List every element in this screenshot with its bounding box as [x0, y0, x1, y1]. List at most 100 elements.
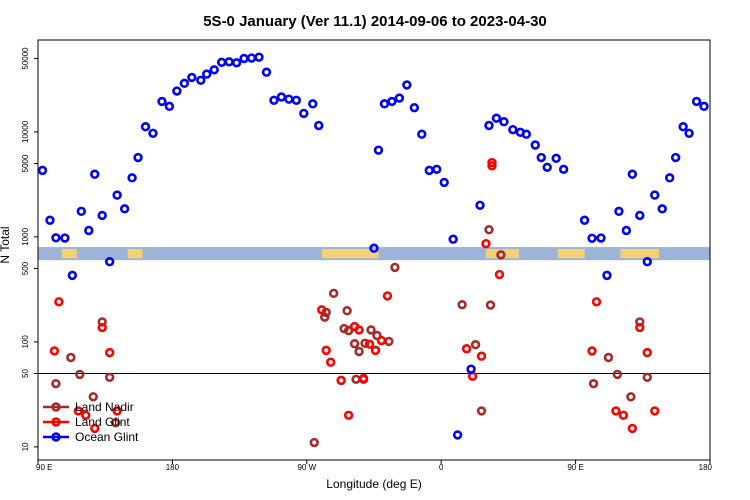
chart-title: 5S-0 January (Ver 11.1) 2014-09-06 to 20… — [203, 13, 547, 30]
data-point — [84, 225, 94, 236]
data-point — [317, 305, 327, 315]
data-point — [664, 173, 675, 183]
data-point — [112, 406, 122, 416]
data-point — [409, 102, 420, 113]
data-point — [261, 67, 272, 77]
data-point — [536, 152, 546, 163]
data-point — [542, 162, 552, 172]
data-point — [148, 128, 158, 138]
data-point — [614, 206, 624, 217]
data-point — [370, 345, 381, 356]
data-point — [328, 288, 339, 299]
x-axis-label: Longitude (deg E) — [326, 477, 421, 491]
data-point — [254, 52, 264, 62]
data-point — [627, 169, 638, 179]
data-point — [75, 369, 85, 380]
data-point — [51, 233, 61, 243]
data-point — [466, 364, 476, 374]
series-land-glint — [49, 157, 660, 434]
data-point — [354, 346, 364, 357]
data-point — [485, 300, 496, 310]
data-point — [104, 347, 115, 358]
data-point — [642, 372, 652, 382]
y-tick-label: 10 — [21, 442, 30, 451]
data-point — [246, 53, 257, 63]
x-tick-label: 90 E — [567, 463, 583, 472]
legend-label: Ocean Glint — [75, 430, 139, 444]
data-point — [379, 99, 390, 109]
data-point — [579, 215, 590, 225]
data-point — [390, 262, 400, 273]
data-point — [38, 165, 48, 176]
data-point — [67, 270, 78, 281]
data-point — [110, 417, 121, 428]
data-point — [358, 373, 369, 383]
data-point — [284, 94, 294, 104]
data-point — [387, 96, 397, 107]
legend-marker — [51, 432, 61, 442]
map-land-patch — [557, 249, 585, 259]
data-point — [382, 291, 393, 301]
data-point — [424, 165, 434, 176]
data-point — [591, 297, 602, 307]
data-point — [81, 410, 91, 420]
data-point — [104, 372, 115, 382]
data-point — [626, 392, 636, 402]
data-point — [448, 234, 458, 244]
data-point — [587, 233, 597, 243]
data-point — [321, 345, 331, 356]
data-point — [97, 210, 107, 221]
data-point — [66, 352, 76, 363]
data-point — [521, 129, 532, 139]
y-axis-ticks: 10 50 100 500 1000 5000 10000 50000 — [21, 47, 38, 451]
world-map-strip — [38, 247, 710, 261]
data-point — [231, 58, 242, 68]
map-land-patch — [61, 249, 77, 259]
data-point — [476, 351, 487, 361]
y-tick-label: 50000 — [21, 47, 30, 70]
data-point — [179, 78, 190, 89]
data-point — [587, 346, 597, 356]
data-point — [467, 371, 478, 382]
y-tick-label: 50 — [21, 368, 30, 377]
data-point — [276, 92, 287, 102]
x-axis-ticks: 90 E 180 90 W 0 90 E 180 — [36, 460, 713, 472]
data-point — [508, 124, 518, 135]
data-point — [642, 347, 652, 358]
data-point — [484, 120, 494, 131]
map-land-patch — [486, 249, 519, 259]
data-point — [650, 190, 660, 200]
data-point — [366, 325, 376, 335]
data-point — [376, 335, 387, 346]
data-point — [432, 164, 442, 175]
data-point — [603, 352, 614, 363]
data-point — [481, 238, 491, 249]
plot-frame — [37, 39, 711, 461]
data-point — [309, 437, 319, 448]
data-point — [496, 250, 506, 260]
data-point — [588, 378, 599, 389]
x-tick-label: 0 — [439, 463, 444, 472]
data-point — [342, 306, 352, 316]
data-point — [325, 357, 336, 367]
data-point — [618, 410, 629, 420]
data-point — [49, 346, 60, 356]
data-point — [635, 210, 645, 221]
data-point — [88, 392, 98, 402]
data-point — [45, 215, 55, 225]
data-point — [470, 340, 481, 350]
data-point — [216, 57, 227, 67]
data-point — [484, 225, 494, 235]
data-point — [452, 430, 463, 440]
data-point — [627, 423, 638, 434]
map-land-patch — [321, 249, 379, 259]
data-point — [558, 164, 569, 175]
data-point — [402, 80, 412, 90]
data-point — [602, 270, 612, 281]
data-points — [38, 52, 709, 448]
data-point — [127, 173, 137, 183]
data-point — [76, 206, 87, 217]
data-point — [209, 65, 219, 75]
